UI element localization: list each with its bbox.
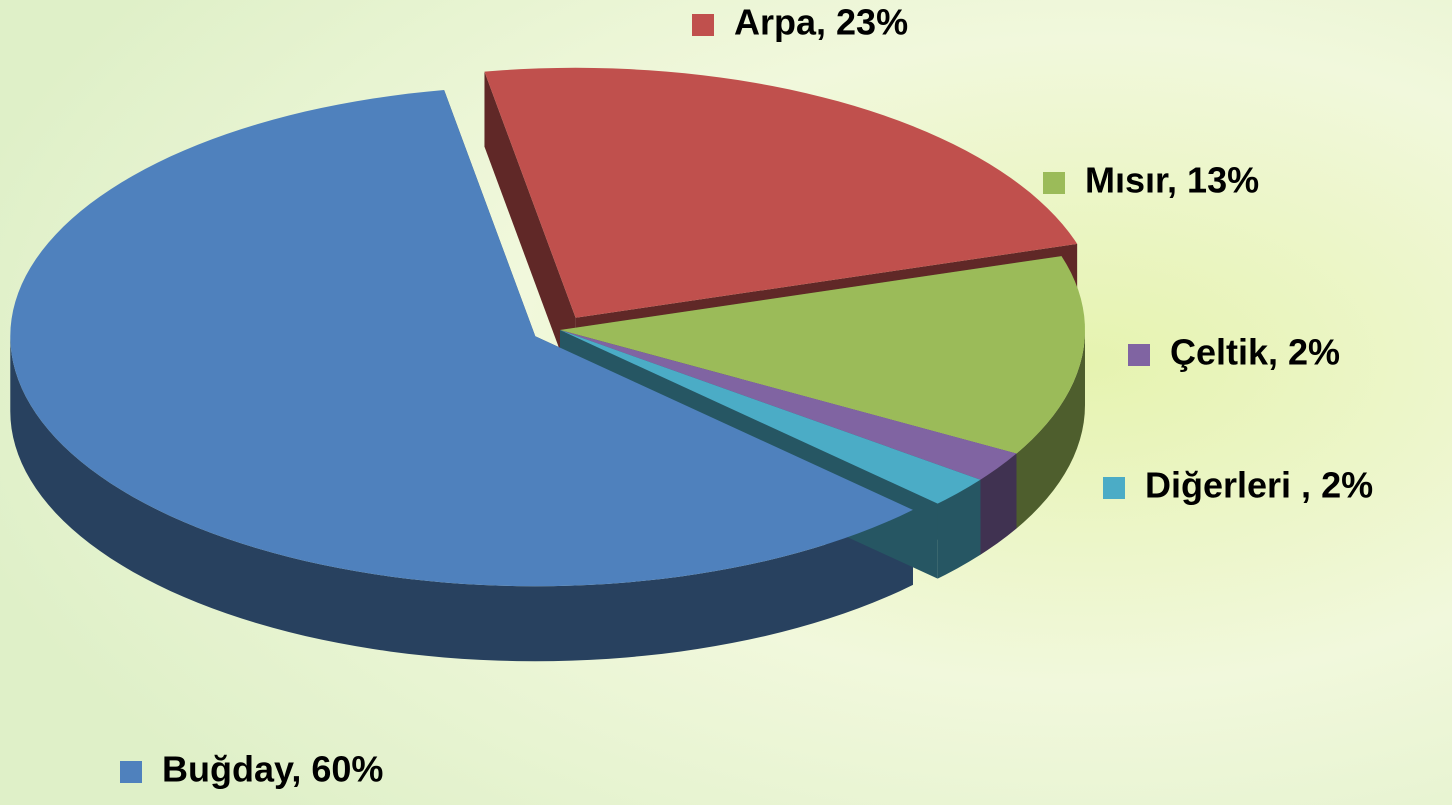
chart: Buğday, 60% Arpa, 23% Mısır, 13% Çeltik, 2%… xyxy=(0,0,1452,805)
label-marker xyxy=(120,761,142,783)
data-label: Arpa, 23% xyxy=(734,2,908,43)
label-marker xyxy=(692,14,714,36)
data-label: Diğerleri , 2% xyxy=(1145,465,1373,506)
label-marker xyxy=(1128,344,1150,366)
label-marker xyxy=(1043,172,1065,194)
data-label: Mısır, 13% xyxy=(1085,160,1259,201)
data-label: Buğday, 60% xyxy=(162,749,383,790)
data-label: Çeltik, 2% xyxy=(1170,332,1340,373)
label-marker xyxy=(1103,477,1125,499)
